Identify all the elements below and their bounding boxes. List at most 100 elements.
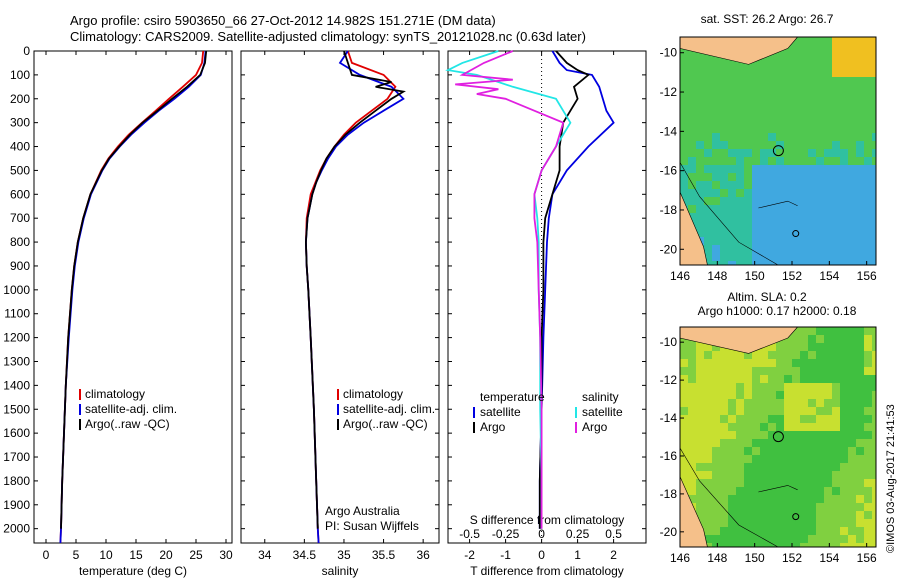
map-cell — [848, 495, 856, 503]
map-cell — [752, 431, 760, 439]
map-cell — [864, 141, 872, 149]
map-cell — [824, 157, 832, 165]
map-cell — [688, 367, 696, 375]
map-cell — [800, 423, 808, 431]
map-cell — [728, 237, 736, 245]
y-tick-label: -16 — [660, 164, 678, 178]
map-cell — [712, 213, 720, 221]
map-cell — [824, 479, 832, 487]
map-cell — [816, 463, 824, 471]
map-cell — [752, 543, 760, 547]
map-cell — [696, 343, 704, 351]
map-cell — [872, 45, 876, 53]
map-cell — [704, 213, 712, 221]
map-cell — [840, 189, 848, 197]
map-cell — [824, 535, 832, 543]
map-cell — [728, 391, 736, 399]
y-tick-label: -10 — [660, 46, 678, 60]
map-cell — [864, 221, 872, 229]
map-cell — [728, 213, 736, 221]
map-cell — [752, 399, 760, 407]
map-cell — [768, 253, 776, 261]
map-cell — [760, 447, 768, 455]
map-cell — [848, 375, 856, 383]
map-cell — [776, 367, 784, 375]
map-cell — [800, 213, 808, 221]
map-cell — [704, 77, 712, 85]
map-cell — [736, 439, 744, 447]
map-cell — [744, 415, 752, 423]
map-cell — [840, 93, 848, 101]
map-cell — [840, 45, 848, 53]
map-cell — [776, 229, 784, 237]
map-cell — [800, 61, 808, 69]
map-cell — [784, 157, 792, 165]
map-cell — [864, 463, 872, 471]
map-cell — [696, 423, 704, 431]
map-cell — [760, 165, 768, 173]
map-cell — [752, 383, 760, 391]
map-cell — [768, 471, 776, 479]
map-cell — [688, 141, 696, 149]
map-cell — [704, 141, 712, 149]
map-cell — [720, 141, 728, 149]
x-tick-label: 154 — [819, 551, 839, 565]
map-cell — [864, 85, 872, 93]
map-cell — [792, 181, 800, 189]
map-cell — [752, 527, 760, 535]
secondary-location-marker — [792, 513, 800, 521]
map-cell — [816, 133, 824, 141]
map-cell — [808, 69, 816, 77]
map-cell — [760, 495, 768, 503]
map-cell — [680, 439, 688, 447]
map-cell — [728, 471, 736, 479]
map-cell — [872, 391, 876, 399]
panel-frame — [33, 50, 233, 544]
x-tick-label: 2 — [610, 548, 617, 562]
map-cell — [776, 245, 784, 253]
map-cell — [776, 101, 784, 109]
y-tick-label: 400 — [10, 140, 30, 154]
map-cell — [808, 519, 816, 527]
map-cell — [776, 157, 784, 165]
map-cell — [840, 375, 848, 383]
map-cell — [744, 367, 752, 375]
map-cell — [792, 455, 800, 463]
map-cell — [744, 455, 752, 463]
map-cell — [712, 375, 720, 383]
y-tick-label: 1600 — [3, 426, 30, 440]
map-cell — [752, 141, 760, 149]
map-cell — [712, 415, 720, 423]
map-cell — [752, 511, 760, 519]
map-cell — [696, 93, 704, 101]
map-cell — [816, 543, 824, 547]
map-cell — [760, 197, 768, 205]
map-cell — [872, 519, 876, 527]
map-cell — [832, 69, 840, 77]
map-cell — [832, 375, 840, 383]
legend-label: satellite-adj. clim. — [343, 402, 435, 416]
map-cell — [760, 173, 768, 181]
map-cell — [864, 229, 872, 237]
map-cell — [752, 125, 760, 133]
map-cell — [784, 527, 792, 535]
map-cell — [736, 181, 744, 189]
map-cell — [800, 141, 808, 149]
map-cell — [688, 479, 696, 487]
map-cell — [800, 117, 808, 125]
map-cell — [768, 375, 776, 383]
map-cell — [680, 189, 688, 197]
map-cell — [832, 245, 840, 253]
map-cell — [824, 165, 832, 173]
map-cell — [776, 117, 784, 125]
map-cell — [824, 527, 832, 535]
map-cell — [800, 229, 808, 237]
map-cell — [856, 479, 864, 487]
map-cell — [856, 535, 864, 543]
map-cell — [752, 69, 760, 77]
map-cell — [744, 423, 752, 431]
map-cell — [696, 495, 704, 503]
map-cell — [848, 197, 856, 205]
map-cell — [864, 519, 872, 527]
map-cell — [728, 101, 736, 109]
